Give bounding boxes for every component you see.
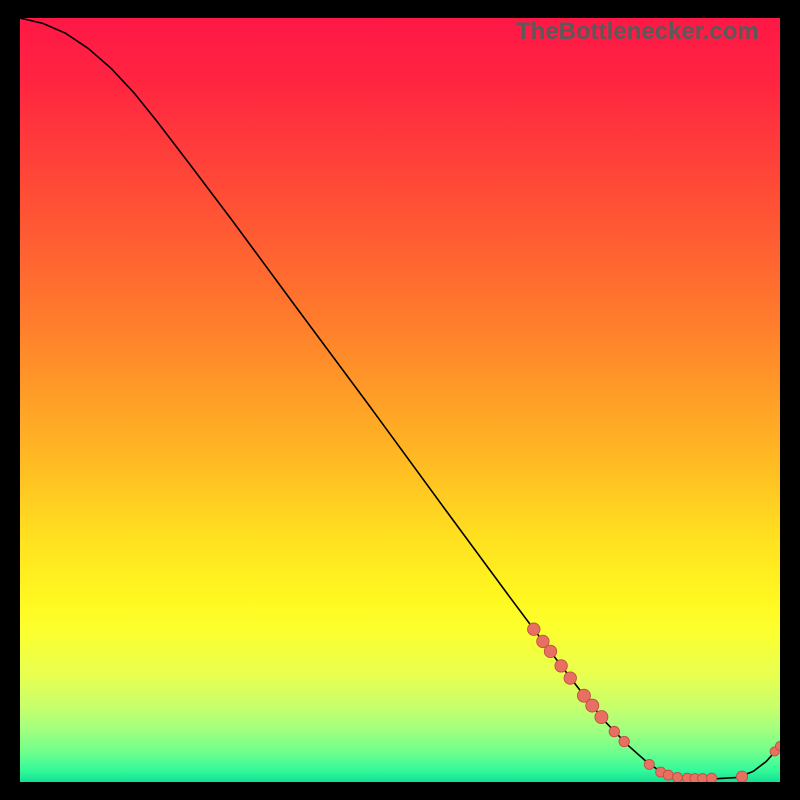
data-marker xyxy=(663,770,673,780)
data-marker xyxy=(595,711,608,724)
data-marker xyxy=(528,623,540,635)
data-marker xyxy=(619,736,629,746)
chart-container: TheBottlenecker.com xyxy=(0,0,800,800)
data-marker xyxy=(564,672,576,684)
data-marker xyxy=(644,759,654,769)
plot-area: TheBottlenecker.com xyxy=(20,18,780,782)
data-marker xyxy=(586,699,599,712)
data-marker xyxy=(697,774,707,782)
data-marker xyxy=(736,771,747,782)
bottleneck-curve xyxy=(20,18,780,779)
data-marker xyxy=(672,772,682,782)
data-marker xyxy=(544,645,556,657)
watermark-text: TheBottlenecker.com xyxy=(516,18,759,46)
data-marker xyxy=(609,726,619,736)
chart-overlay-svg xyxy=(20,18,780,782)
data-marker xyxy=(707,773,717,782)
data-marker xyxy=(555,660,567,672)
